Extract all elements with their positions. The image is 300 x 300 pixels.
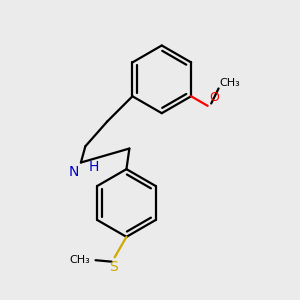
- Text: O: O: [209, 92, 219, 104]
- Text: H: H: [88, 160, 99, 174]
- Text: S: S: [109, 260, 118, 274]
- Text: N: N: [68, 165, 79, 179]
- Text: CH₃: CH₃: [69, 255, 90, 265]
- Text: CH₃: CH₃: [220, 78, 240, 88]
